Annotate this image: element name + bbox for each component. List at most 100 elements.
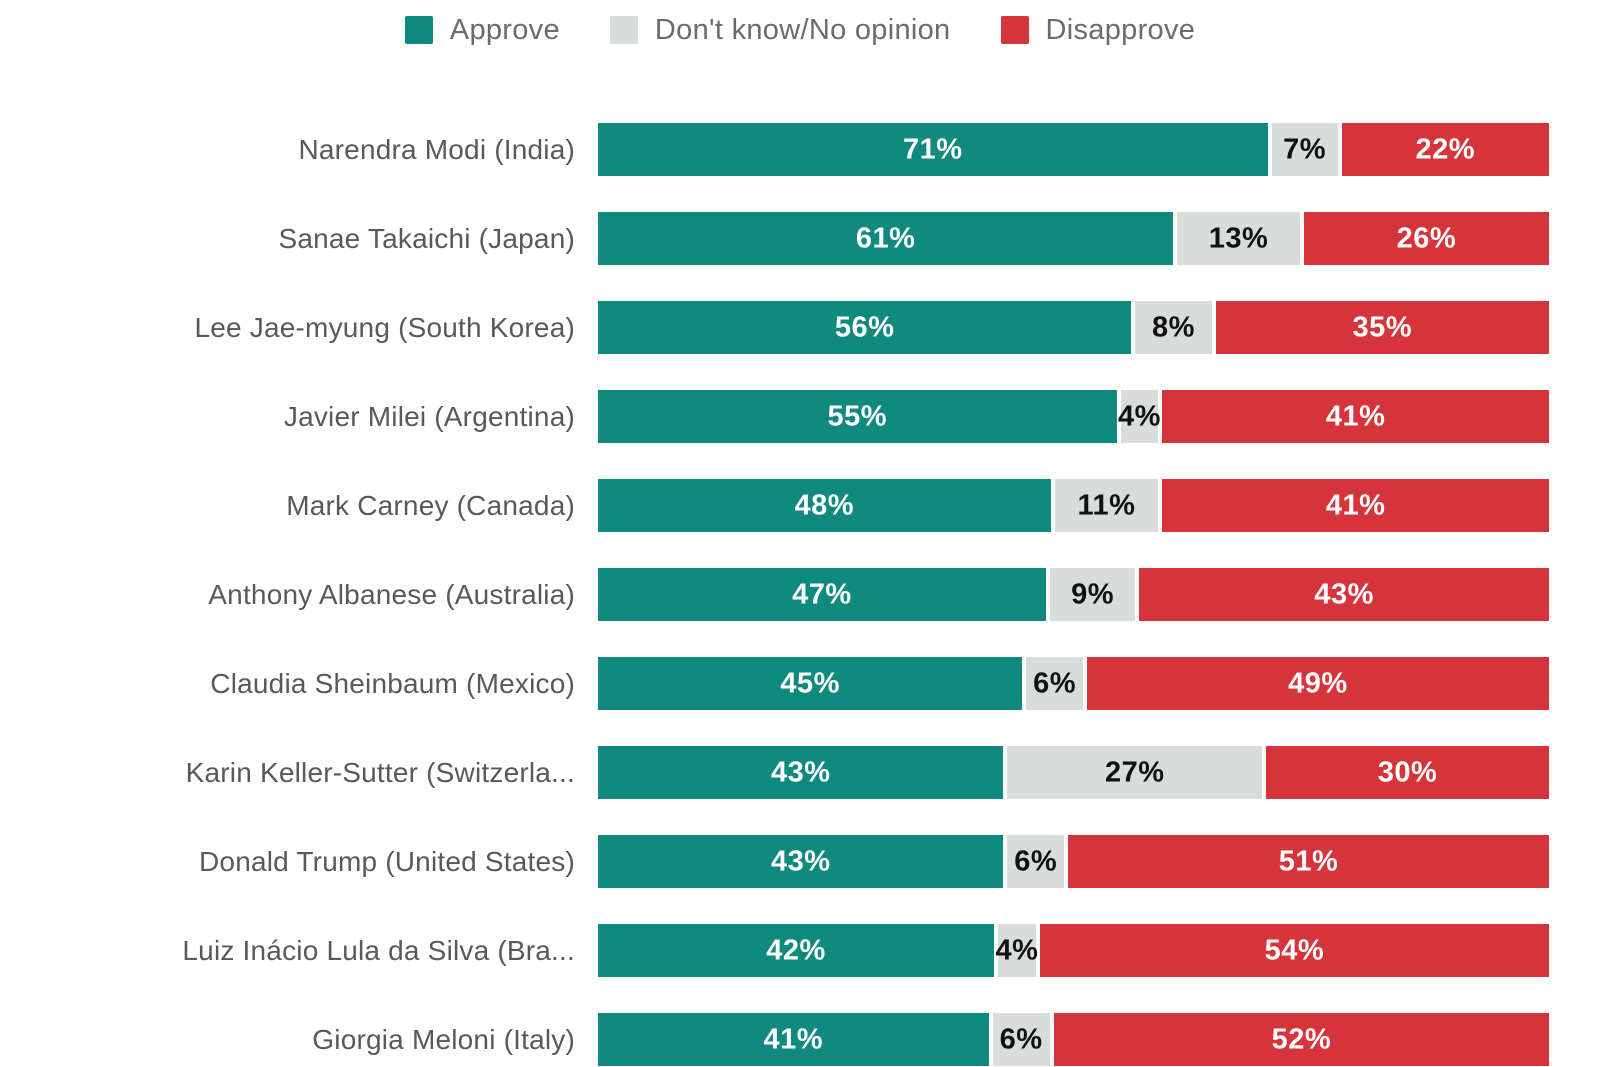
segment-value-label: 54% — [1264, 934, 1325, 966]
segment-value-label: 27% — [1105, 756, 1165, 788]
stacked-bar: 43% 6% 51% — [598, 835, 1549, 888]
chart-rows: Narendra Modi (India) 71% 7% 22% Sanae Takai… — [0, 123, 1600, 1066]
category-label: Sanae Takaichi (Japan) — [278, 222, 575, 254]
stacked-bar: 41% 6% 52% — [598, 1013, 1549, 1066]
category-label: Anthony Albanese (Australia) — [208, 578, 575, 610]
legend-label-disapprove: Disapprove — [1045, 13, 1196, 46]
chart-row: Mark Carney (Canada) 48% 11% 41% — [0, 479, 1600, 532]
bar-segment-disapprove: 54% — [1039, 924, 1549, 977]
bar-segment-approve: 43% — [598, 746, 1004, 799]
segment-value-label: 6% — [1014, 845, 1058, 877]
bar-segment-dont-know: 4% — [995, 924, 1039, 977]
bar-segment-disapprove: 41% — [1162, 479, 1549, 532]
stacked-bar: 42% 4% 54% — [598, 924, 1549, 977]
chart-row: Donald Trump (United States) 43% 6% 51% — [0, 835, 1600, 888]
segment-value-label: 43% — [1314, 578, 1374, 610]
bar-segment-dont-know: 8% — [1135, 301, 1212, 354]
chart-row: Karin Keller-Sutter (Switzerla... 43% 27% 3… — [0, 746, 1600, 799]
segment-value-label: 6% — [999, 1023, 1043, 1055]
chart-row: Narendra Modi (India) 71% 7% 22% — [0, 123, 1600, 176]
bar-segment-approve: 47% — [598, 568, 1046, 621]
stacked-bar: 56% 8% 35% — [598, 301, 1550, 354]
segment-value-label: 45% — [780, 667, 840, 699]
disapprove-swatch-icon — [1000, 16, 1029, 44]
segment-value-label: 35% — [1352, 311, 1413, 343]
segment-value-label: 56% — [834, 311, 895, 343]
segment-value-label: 9% — [1071, 578, 1115, 610]
bar-segment-dont-know: 7% — [1271, 123, 1338, 176]
bar-segment-dont-know: 11% — [1054, 479, 1159, 532]
bar-segment-approve: 61% — [598, 212, 1174, 265]
bar-segment-approve: 41% — [598, 1013, 989, 1066]
segment-value-label: 11% — [1077, 489, 1136, 521]
chart-row: Javier Milei (Argentina) 55% 4% 41% — [0, 390, 1600, 443]
chart-row: Sanae Takaichi (Japan) 61% 13% 26% — [0, 212, 1600, 265]
category-label: Karin Keller-Sutter (Switzerla... — [185, 756, 575, 788]
chart-legend: Approve Don't know/No opinion Disapprove — [0, 0, 1600, 48]
dont-know-swatch-icon — [609, 16, 638, 44]
bar-segment-dont-know: 6% — [1007, 835, 1065, 888]
bar-segment-dont-know: 13% — [1177, 212, 1300, 265]
bar-segment-approve: 45% — [598, 657, 1023, 710]
bar-segment-dont-know: 4% — [1118, 390, 1161, 443]
segment-value-label: 47% — [792, 578, 852, 610]
approve-swatch-icon — [404, 16, 433, 44]
bar-segment-dont-know: 27% — [1007, 746, 1263, 799]
bar-segment-approve: 55% — [598, 390, 1117, 443]
segment-value-label: 4% — [1118, 400, 1161, 432]
bar-segment-dont-know: 6% — [1026, 657, 1083, 710]
category-label: Lee Jae-myung (South Korea) — [194, 311, 575, 343]
legend-item-dont-know: Don't know/No opinion — [609, 13, 951, 47]
segment-value-label: 52% — [1271, 1023, 1332, 1055]
segment-value-label: 6% — [1033, 667, 1077, 699]
bar-segment-disapprove: 49% — [1086, 657, 1549, 710]
segment-value-label: 41% — [763, 1023, 824, 1055]
bar-segment-disapprove: 30% — [1266, 746, 1549, 799]
segment-value-label: 26% — [1396, 222, 1457, 254]
category-label: Giorgia Meloni (Italy) — [312, 1023, 575, 1055]
legend-item-approve: Approve — [404, 13, 560, 47]
bar-segment-dont-know: 6% — [992, 1013, 1050, 1066]
bar-segment-disapprove: 51% — [1068, 835, 1549, 888]
bar-segment-approve: 56% — [598, 301, 1132, 354]
segment-value-label: 41% — [1325, 400, 1386, 432]
bar-segment-approve: 71% — [598, 123, 1268, 176]
segment-value-label: 42% — [766, 934, 826, 966]
bar-segment-disapprove: 22% — [1341, 123, 1549, 176]
stacked-bar: 55% 4% 41% — [598, 390, 1549, 443]
category-label: Luiz Inácio Lula da Silva (Bra... — [182, 934, 575, 966]
bar-segment-disapprove: 52% — [1053, 1013, 1549, 1066]
stacked-bar: 43% 27% 30% — [598, 746, 1549, 799]
stacked-bar: 48% 11% 41% — [598, 479, 1549, 532]
segment-value-label: 13% — [1208, 222, 1269, 254]
category-label: Claudia Sheinbaum (Mexico) — [210, 667, 575, 699]
category-label: Javier Milei (Argentina) — [283, 400, 575, 432]
chart-row: Claudia Sheinbaum (Mexico) 45% 6% 49% — [0, 657, 1600, 710]
bar-segment-approve: 43% — [598, 835, 1004, 888]
stacked-bar: 47% 9% 43% — [598, 568, 1549, 621]
segment-value-label: 8% — [1152, 311, 1195, 343]
bar-segment-disapprove: 26% — [1303, 212, 1550, 265]
bar-segment-disapprove: 35% — [1215, 301, 1550, 354]
segment-value-label: 55% — [827, 400, 888, 432]
stacked-bar: 45% 6% 49% — [598, 657, 1549, 710]
chart-row: Lee Jae-myung (South Korea) 56% 8% 35% — [0, 301, 1600, 354]
stacked-bar: 71% 7% 22% — [598, 123, 1549, 176]
legend-item-disapprove: Disapprove — [1000, 13, 1196, 47]
legend-label-dont-know: Don't know/No opinion — [654, 13, 951, 46]
segment-value-label: 41% — [1325, 489, 1386, 521]
segment-value-label: 43% — [770, 845, 831, 877]
chart-row: Anthony Albanese (Australia) 47% 9% 43% — [0, 568, 1600, 621]
bar-segment-approve: 42% — [598, 924, 995, 977]
legend-label-approve: Approve — [449, 13, 560, 46]
segment-value-label: 30% — [1377, 756, 1438, 788]
bar-segment-disapprove: 41% — [1162, 390, 1549, 443]
chart-row: Giorgia Meloni (Italy) 41% 6% 52% — [0, 1013, 1600, 1066]
category-label: Narendra Modi (India) — [298, 133, 575, 165]
segment-value-label: 51% — [1278, 845, 1339, 877]
segment-value-label: 4% — [995, 934, 1039, 966]
bar-segment-approve: 48% — [598, 479, 1051, 532]
bar-segment-disapprove: 43% — [1139, 568, 1549, 621]
segment-value-label: 71% — [902, 133, 963, 165]
